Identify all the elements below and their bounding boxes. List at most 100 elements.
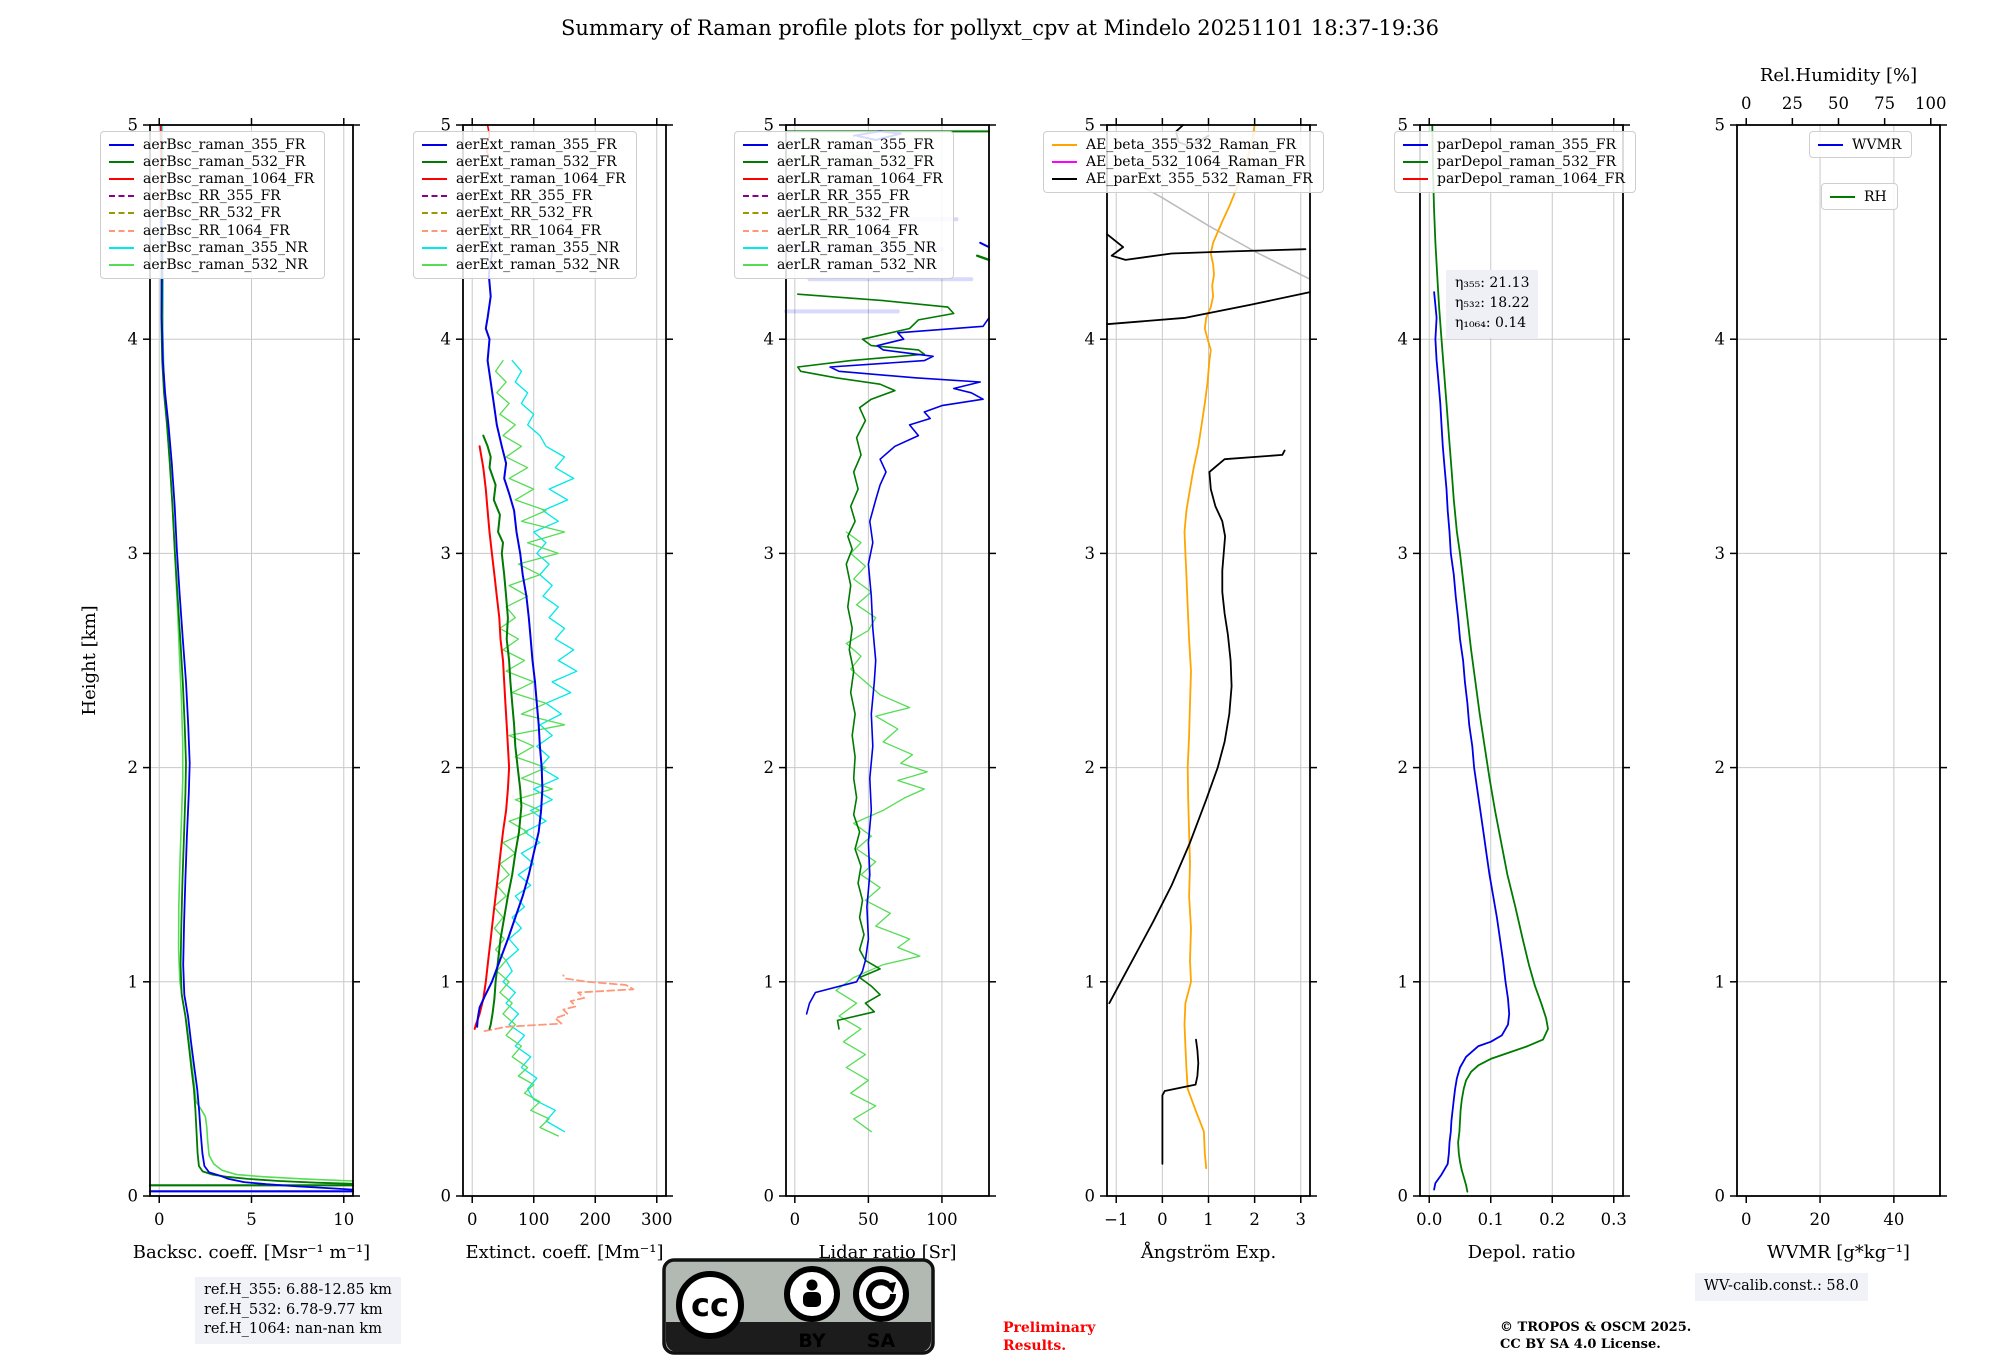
series-aerExt_raman_532_FR bbox=[482, 434, 523, 1030]
svg-text:5: 5 bbox=[1085, 116, 1096, 135]
eta-annotation: η₃₅₅: 21.13 η₅₃₂: 18.22 η₁₀₆₄: 0.14 bbox=[1446, 270, 1539, 338]
legend-item: RH bbox=[1830, 188, 1887, 205]
lidar-ratio-plot: 0 50 100 0 1 2 3 4 5 Lidar ratio [Sr] bbox=[764, 116, 996, 1263]
legend-item: aerExt_raman_1064_FR bbox=[422, 170, 626, 187]
legend-item: aerLR_raman_532_NR bbox=[743, 256, 943, 273]
backscatter-coefficient-plot: 0 5 10 0 1 2 3 4 5 Backsc. coeff. [Msr⁻¹ m⁻¹] Heig… bbox=[79, 116, 370, 1264]
legend-line-sample bbox=[743, 160, 768, 163]
legend-label: aerExt_raman_355_NR bbox=[456, 239, 620, 256]
svg-text:4: 4 bbox=[441, 330, 452, 349]
legend-line-sample bbox=[1403, 160, 1428, 163]
legend-label: aerBsc_RR_1064_FR bbox=[143, 222, 290, 239]
svg-text:300: 300 bbox=[641, 1210, 673, 1229]
legend-item: aerLR_RR_355_FR bbox=[743, 188, 943, 205]
series-aerBsc_raman_532_NR bbox=[161, 141, 354, 1182]
svg-text:2: 2 bbox=[1715, 758, 1726, 777]
legend-item: aerBsc_RR_532_FR bbox=[109, 205, 314, 222]
legend-label: aerExt_raman_355_FR bbox=[456, 136, 617, 153]
legend-line-sample bbox=[422, 143, 447, 146]
figure-title: Summary of Raman profile plots for polly… bbox=[560, 16, 1440, 40]
svg-text:0.1: 0.1 bbox=[1478, 1210, 1504, 1229]
legend-item: WVMR bbox=[1818, 136, 1901, 153]
svg-text:10: 10 bbox=[333, 1210, 354, 1229]
legend-item: aerLR_RR_1064_FR bbox=[743, 222, 943, 239]
legend-label: aerBsc_raman_355_FR bbox=[143, 136, 306, 153]
legend-label: aerLR_RR_532_FR bbox=[777, 205, 910, 222]
legend-label: AE_parExt_355_532_Raman_FR bbox=[1086, 170, 1313, 187]
series-aerExt_RR_1064_FR bbox=[483, 974, 635, 1032]
svg-text:Height [km]: Height [km] bbox=[79, 605, 100, 715]
svg-text:0: 0 bbox=[441, 1187, 452, 1206]
legend-line-sample bbox=[743, 212, 768, 215]
legend-label: aerBsc_RR_532_FR bbox=[143, 205, 281, 222]
series-aerBsc_raman_355_FR bbox=[160, 209, 354, 1191]
legend-line-sample bbox=[743, 263, 768, 266]
svg-text:20: 20 bbox=[1810, 1210, 1831, 1229]
legend-item: aerBsc_raman_1064_FR bbox=[109, 170, 314, 187]
legend-item: parDepol_raman_355_FR bbox=[1403, 136, 1625, 153]
svg-text:0: 0 bbox=[790, 1210, 801, 1229]
svg-text:3: 3 bbox=[128, 544, 139, 563]
legend-line-sample bbox=[1403, 143, 1428, 146]
ref-h-532: ref.H_532: 6.78-9.77 km bbox=[204, 1301, 383, 1318]
svg-text:0: 0 bbox=[1741, 1210, 1752, 1229]
svg-text:1: 1 bbox=[764, 972, 775, 991]
legend-line-sample bbox=[422, 246, 447, 249]
legend-line-sample bbox=[109, 195, 134, 198]
legend-item: aerLR_raman_532_FR bbox=[743, 153, 943, 170]
svg-text:0: 0 bbox=[1085, 1187, 1096, 1206]
legend-item: aerBsc_raman_532_NR bbox=[109, 256, 314, 273]
backscatter-coefficient-legend: aerBsc_raman_355_FR aerBsc_raman_532_FR ae… bbox=[100, 131, 326, 279]
svg-text:4: 4 bbox=[128, 330, 139, 349]
svg-text:5: 5 bbox=[441, 116, 452, 135]
legend-label: aerLR_RR_355_FR bbox=[777, 188, 910, 205]
legend-label: RH bbox=[1864, 188, 1887, 205]
legend-label: aerLR_raman_532_FR bbox=[777, 153, 934, 170]
legend-item: parDepol_raman_1064_FR bbox=[1403, 170, 1625, 187]
svg-text:75: 75 bbox=[1874, 94, 1895, 113]
legend-line-sample bbox=[1403, 177, 1428, 180]
legend-label: aerLR_raman_355_NR bbox=[777, 239, 937, 256]
lidar-ratio-panel: 0 50 100 0 1 2 3 4 5 Lidar ratio [Sr] aerLR_raman_… bbox=[734, 116, 996, 1263]
svg-text:5: 5 bbox=[128, 116, 139, 135]
legend-label: parDepol_raman_355_FR bbox=[1437, 136, 1617, 153]
cc-license-logo: cc BY SA bbox=[662, 1258, 935, 1355]
lidar-ratio-legend: aerLR_raman_355_FR aerLR_raman_532_FR aerL… bbox=[734, 131, 954, 279]
wvmr-rh-legend: RH bbox=[1821, 183, 1898, 211]
svg-text:0: 0 bbox=[1398, 1187, 1409, 1206]
legend-line-sample bbox=[743, 229, 768, 232]
legend-line-sample bbox=[109, 143, 134, 146]
svg-text:0.2: 0.2 bbox=[1539, 1210, 1565, 1229]
legend-label: aerBsc_raman_532_NR bbox=[143, 256, 308, 273]
angstrom-exponent-plot: −1 0 1 2 3 0 1 2 3 4 5 Ångström Exp. bbox=[1085, 116, 1317, 1263]
series-AE_parExt_355_532_Raman_FR_low bbox=[1161, 1038, 1200, 1165]
extinction-coefficient-plot: 0 100 200 300 0 1 2 3 4 5 Extinct. coeff. [Mm⁻¹] bbox=[441, 116, 673, 1263]
legend-line-sample bbox=[109, 160, 134, 163]
svg-text:0: 0 bbox=[467, 1210, 478, 1229]
svg-text:0: 0 bbox=[764, 1187, 775, 1206]
preliminary-results-note: Preliminary Results. bbox=[1003, 1320, 1095, 1355]
legend-label: aerExt_raman_1064_FR bbox=[456, 170, 626, 187]
legend-label: aerExt_RR_355_FR bbox=[456, 188, 593, 205]
preliminary-line1: Preliminary bbox=[1003, 1320, 1096, 1336]
legend-line-sample bbox=[1818, 143, 1843, 146]
series-aerLR_edge_blue bbox=[979, 241, 990, 249]
svg-text:4: 4 bbox=[1398, 330, 1409, 349]
svg-text:2: 2 bbox=[441, 758, 452, 777]
svg-text:1: 1 bbox=[1203, 1210, 1214, 1229]
legend-label: aerExt_raman_532_FR bbox=[456, 153, 617, 170]
svg-text:Depol. ratio: Depol. ratio bbox=[1468, 1242, 1576, 1263]
legend-line-sample bbox=[1830, 195, 1855, 198]
svg-text:2: 2 bbox=[764, 758, 775, 777]
legend-item: aerExt_raman_355_FR bbox=[422, 136, 626, 153]
series-aerExt_raman_355_NR bbox=[502, 359, 578, 1133]
cc-by-sa-badge: cc BY SA bbox=[662, 1258, 935, 1359]
legend-label: aerLR_raman_355_FR bbox=[777, 136, 934, 153]
series-parDepol_raman_355_FR bbox=[1433, 291, 1511, 1191]
legend-label: aerBsc_raman_355_NR bbox=[143, 239, 308, 256]
legend-item: aerBsc_RR_1064_FR bbox=[109, 222, 314, 239]
svg-text:4: 4 bbox=[1715, 330, 1726, 349]
svg-text:1: 1 bbox=[1398, 972, 1409, 991]
svg-text:1: 1 bbox=[441, 972, 452, 991]
legend-label: aerBsc_raman_532_FR bbox=[143, 153, 306, 170]
